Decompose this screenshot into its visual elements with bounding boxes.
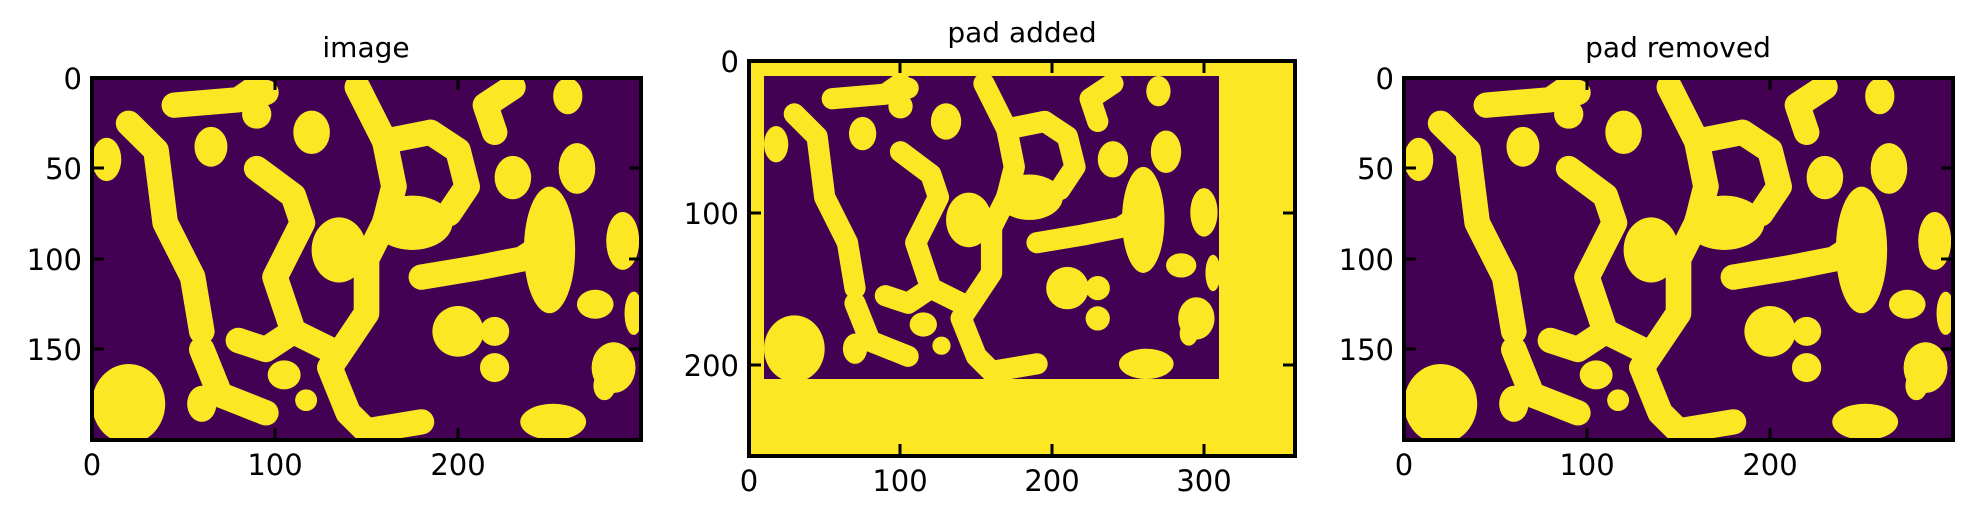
panel-pad-removed: pad removed 0 100 200 0 50 100 150 [1339,31,1955,482]
y-tick-labels: 0 50 100 150 [27,62,82,367]
x-tick-labels: 0 100 200 [83,448,486,482]
y-tick-label: 100 [1339,243,1394,277]
tick-marks [1402,76,1953,440]
x-tick-label: 100 [872,464,927,498]
heatmap-pad-removed [1404,78,1953,440]
axes-frame [747,59,1297,458]
x-tick-label: 300 [1176,464,1231,498]
y-tick-label: 100 [684,197,739,231]
x-tick-label: 0 [740,464,758,498]
y-tick-label: 150 [1339,333,1394,367]
y-tick-label: 200 [684,349,739,383]
y-tick-label: 50 [1357,152,1394,186]
x-tick-label: 200 [1742,448,1797,482]
x-tick-label: 200 [430,448,485,482]
y-tick-label: 150 [27,333,82,367]
x-tick-label: 100 [247,448,302,482]
y-tick-labels: 0 100 200 [684,45,739,383]
y-tick-labels: 0 50 100 150 [1339,62,1394,367]
tick-marks [90,76,641,440]
y-tick-label: 0 [64,62,82,96]
panel-image: image 0 100 200 0 50 100 150 [27,31,643,482]
x-tick-labels: 0 100 200 300 [740,464,1232,498]
x-tick-label: 0 [1395,448,1413,482]
y-tick-label: 0 [1376,62,1394,96]
x-tick-labels: 0 100 200 [1395,448,1798,482]
panel-title: image [322,31,409,64]
x-tick-label: 100 [1559,448,1614,482]
x-tick-label: 0 [83,448,101,482]
x-tick-label: 200 [1024,464,1079,498]
heatmap-pad-added [749,61,1295,456]
y-tick-label: 100 [27,243,82,277]
tick-marks [747,59,1295,456]
y-tick-label: 50 [45,152,82,186]
heatmap-image [92,78,641,440]
panel-title: pad added [947,16,1096,49]
y-tick-label: 0 [721,45,739,79]
panel-pad-added: pad added 0 100 200 300 0 100 200 [684,16,1297,498]
panel-title: pad removed [1585,31,1771,64]
